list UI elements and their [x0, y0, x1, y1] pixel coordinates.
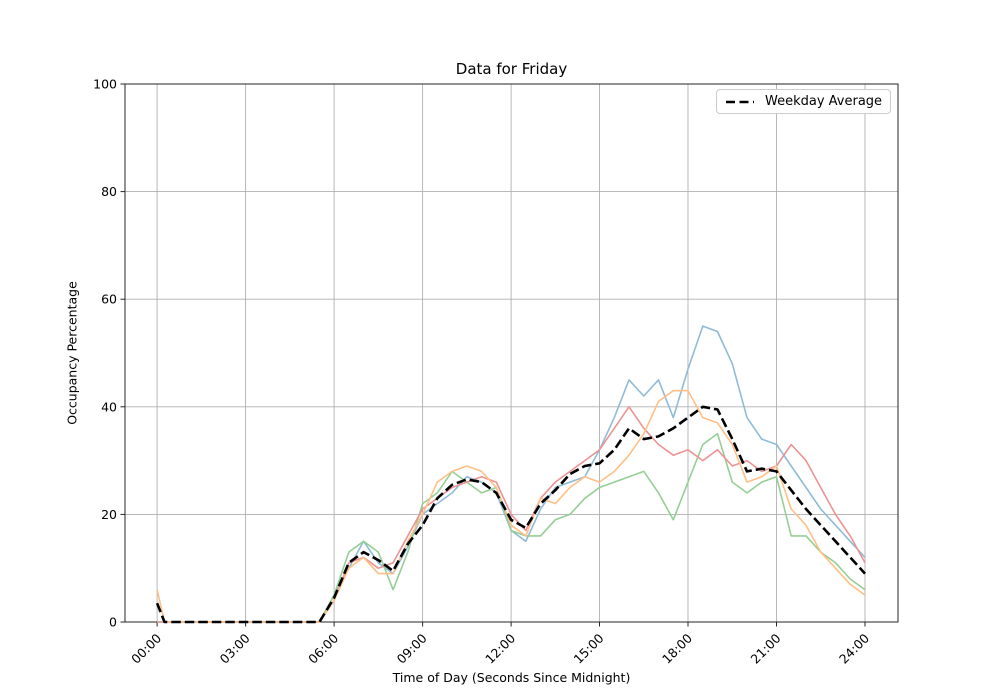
chart-title: Data for Friday — [455, 60, 568, 78]
y-tick-label: 60 — [101, 292, 117, 307]
x-axis-label: Time of Day (Seconds Since Midnight) — [392, 670, 631, 685]
x-tick-label: 06:00 — [305, 630, 341, 666]
y-axis-label: Occupancy Percentage — [64, 281, 80, 425]
x-tick-label: 12:00 — [482, 630, 518, 666]
x-tick-label: 09:00 — [394, 630, 430, 666]
y-tick-label: 40 — [101, 399, 117, 414]
x-tick-label: 21:00 — [748, 630, 784, 666]
x-tick-label: 18:00 — [659, 630, 695, 666]
y-tick-label: 0 — [109, 615, 117, 630]
x-tick-label: 03:00 — [217, 630, 253, 666]
legend: Weekday Average — [716, 89, 892, 114]
y-tick-label: 20 — [101, 507, 117, 522]
legend-dashed-line-icon — [726, 100, 754, 103]
x-tick-label: 00:00 — [128, 630, 164, 666]
weekday-average-line — [155, 405, 866, 624]
x-tick-label: 24:00 — [836, 630, 872, 666]
y-tick-label: 100 — [93, 77, 117, 92]
y-tick-label: 80 — [101, 184, 117, 199]
x-tick-label: 15:00 — [571, 630, 607, 666]
legend-label: Weekday Average — [765, 94, 883, 109]
